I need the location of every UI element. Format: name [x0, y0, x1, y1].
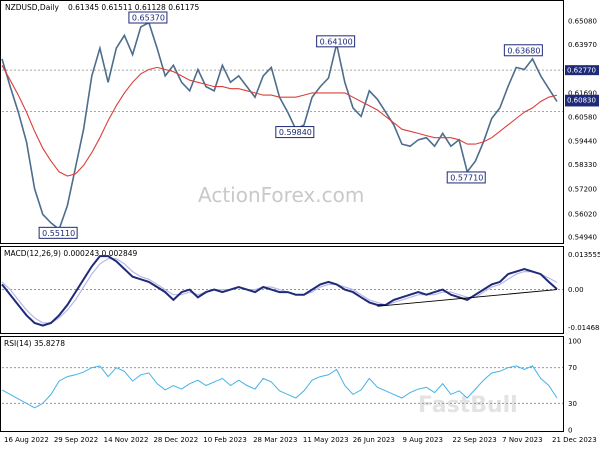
callout-box	[128, 11, 168, 24]
x-date-label: 22 Sep 2023	[452, 436, 496, 444]
actionforex-watermark: ActionForex.com	[198, 183, 364, 207]
price-y-tick-label: 0.63970	[568, 41, 597, 49]
level-badge-text: 0.62770	[567, 67, 596, 75]
level-badge-box	[565, 65, 599, 76]
macd-y-tick-label: 0.013555	[568, 251, 600, 259]
callout-label: 0.55110	[42, 229, 75, 238]
x-date-label: 29 Sep 2022	[54, 436, 98, 444]
x-date-label: 28 Dec 2022	[153, 436, 198, 444]
callout-box	[275, 126, 315, 139]
price-ohlc-readout: 0.61345 0.61511 0.61128 0.61175	[68, 3, 199, 12]
x-date-label: 7 Nov 2023	[502, 436, 542, 444]
macd-macd-line	[1, 255, 558, 327]
macd-panel-label: MACD(12,26,9) 0.000243 0.002849	[4, 249, 138, 258]
callout-box	[38, 226, 78, 239]
callout-label: 0.64100	[320, 37, 353, 46]
axis-labels: 0.65080 0.63970 0.62770 0.61690 0.60580 0.594…	[4, 17, 600, 444]
x-date-label: 16 Aug 2022	[4, 436, 49, 444]
ma-badge-text: 0.60830	[567, 96, 596, 104]
ma-badge-box	[565, 94, 599, 105]
x-date-label: 10 Feb 2023	[203, 436, 247, 444]
price-callouts: 0.65370 0.64100 0.59840 0.55110 0.57710 0.636…	[38, 11, 543, 239]
price-y-tick-label: 0.65080	[568, 17, 597, 25]
callout-label: 0.59840	[279, 128, 312, 137]
price-y-tick-label: 0.56020	[568, 210, 597, 218]
callout-label: 0.63680	[507, 46, 540, 55]
callout-label: 0.65370	[132, 14, 165, 23]
macd-panel-frame	[0, 246, 564, 334]
callout-box	[503, 44, 543, 57]
macd-y-tick-label: 0.00	[568, 286, 584, 294]
series-layer	[1, 21, 558, 409]
rsi-y-tick-label: 30	[568, 400, 577, 408]
x-date-label: 11 May 2023	[303, 436, 349, 444]
x-date-label: 28 Mar 2023	[253, 436, 297, 444]
x-date-label: 26 Jun 2023	[353, 436, 395, 444]
x-date-label: 9 Aug 2023	[403, 436, 443, 444]
price-level-lines	[2, 69, 563, 404]
x-date-label: 14 Nov 2022	[104, 436, 149, 444]
price-y-tick-label: 0.59440	[568, 138, 597, 146]
rsi-y-tick-label: 70	[568, 364, 577, 372]
callout-box	[446, 171, 486, 184]
price-y-tick-label: 0.58330	[568, 161, 597, 169]
callout-box	[316, 35, 356, 48]
rsi-y-tick-label: 0	[568, 427, 572, 435]
price-y-tick-label: 0.61690	[568, 90, 597, 98]
price-panel-frame	[0, 0, 564, 244]
price-y-tick-label: 0.54940	[568, 233, 597, 241]
macd-y-tick-label: -0.014684	[568, 324, 600, 332]
rsi-panel-frame	[0, 336, 564, 432]
callout-label: 0.57710	[450, 173, 483, 182]
rsi-line	[1, 365, 558, 409]
x-date-label: 21 Dec 2023	[552, 436, 597, 444]
price-panel-title: NZDUSD,Daily	[5, 3, 59, 12]
rsi-y-tick-label: 100	[568, 338, 581, 346]
price-y-tick-label: 0.60580	[568, 113, 597, 121]
macd-trendline	[377, 289, 558, 307]
macd-signal-line	[1, 258, 558, 324]
price-ma-line	[1, 65, 558, 177]
price-y-tick-label: 0.57200	[568, 185, 597, 193]
rsi-panel-label: RSI(14) 35.8278	[4, 339, 65, 348]
